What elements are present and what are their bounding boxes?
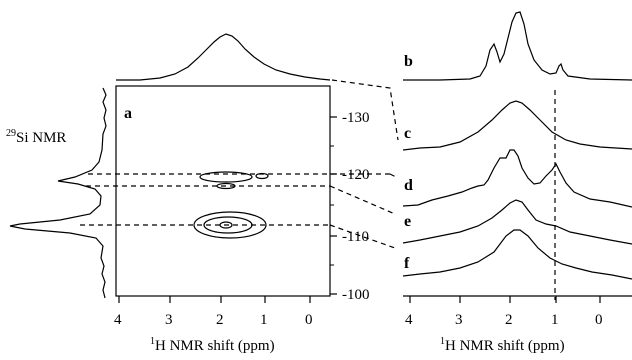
panel-label-e: e — [404, 213, 411, 230]
y-tick-label: -130 — [342, 110, 370, 126]
x-tick-label: 2 — [216, 312, 224, 328]
contour-upper-lower — [216, 182, 236, 190]
x-tick-label: 4 — [114, 312, 122, 328]
y-tick-label: -120 — [342, 167, 370, 183]
x-tick-label: 3 — [165, 312, 173, 328]
x-tick-label-right: 3 — [455, 312, 463, 328]
trace-e — [402, 199, 632, 245]
x-tick-label: 1 — [260, 312, 268, 328]
panel-label-a: a — [124, 105, 132, 122]
trace-d — [402, 149, 632, 208]
panel-label-d: d — [404, 177, 413, 194]
x-tick-label-right: 1 — [551, 312, 559, 328]
panel-label-f: f — [404, 255, 410, 272]
trace-b — [403, 11, 632, 81]
y-tick-label: -110 — [342, 229, 369, 245]
x-tick-label: 0 — [305, 312, 313, 328]
y-axis-title-text: Si NMR — [16, 130, 66, 146]
panel-label-c: c — [404, 125, 411, 142]
x-axis-title-left-text: H NMR shift (ppm) — [155, 338, 275, 354]
x-axis-title-right-text: H NMR shift (ppm) — [445, 338, 565, 354]
x-axis-title-right-superscript: 1 — [440, 336, 445, 347]
y-tick-label: -100 — [342, 287, 370, 303]
trace-c — [402, 100, 632, 151]
top-projection-trace — [116, 33, 331, 81]
connector-c-end — [389, 173, 399, 179]
left-projection-trace — [9, 87, 107, 299]
x-axis-title-left-superscript: 1 — [150, 336, 155, 347]
y-axis-ticks — [330, 116, 337, 295]
x-tick-label-right: 0 — [595, 312, 603, 328]
panel-label-b: b — [404, 53, 413, 70]
contour-outer — [193, 211, 267, 239]
contour-map-frame — [115, 85, 331, 297]
contour-group — [193, 171, 269, 239]
x-tick-label-right: 4 — [405, 312, 413, 328]
y-axis-title-superscript: 29 — [6, 128, 16, 139]
x-axis-ticks-right — [409, 296, 601, 303]
connector-e — [329, 224, 396, 249]
contour-upper-main — [199, 171, 253, 183]
connector-b — [331, 79, 399, 141]
trace-f — [402, 229, 632, 280]
x-axis-ticks-left — [118, 296, 311, 303]
x-tick-label-right: 2 — [505, 312, 513, 328]
x-axis-title-right: 1H NMR shift (ppm) — [440, 336, 565, 354]
connector-d — [329, 185, 396, 215]
x-axis-title-left: 1H NMR shift (ppm) — [150, 336, 275, 354]
y-axis-title: 29Si NMR — [6, 128, 66, 146]
